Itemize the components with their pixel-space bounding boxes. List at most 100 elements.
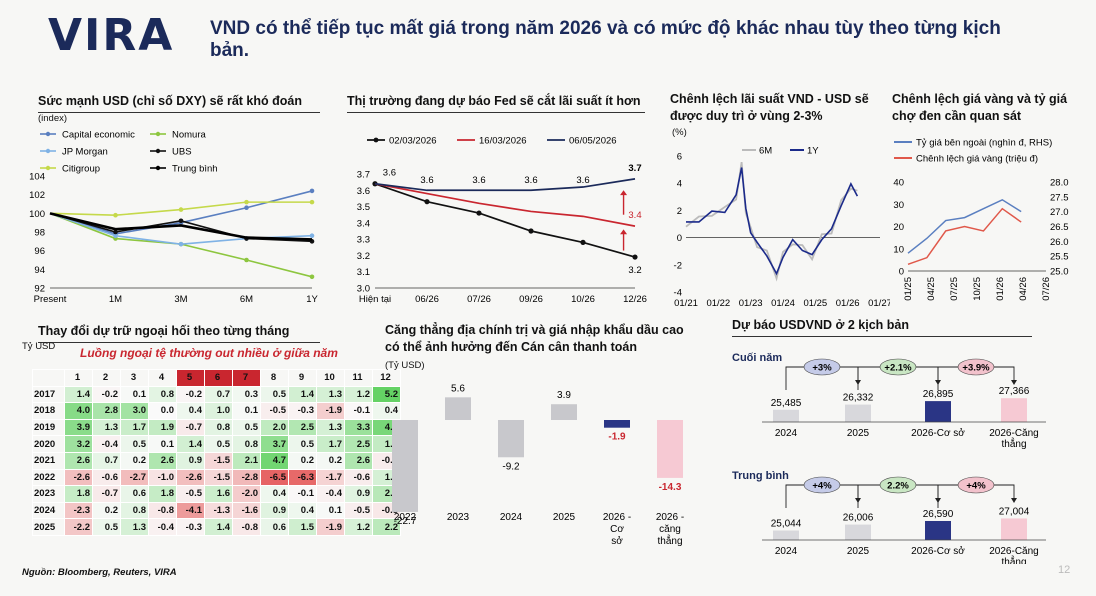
series-point-3 [528,228,534,234]
bar-0-0 [773,409,799,422]
value-cell: 1.8 [64,485,93,503]
badge-0-0 [803,358,841,376]
y-tick-2: 0 [677,233,682,244]
series-1y [686,167,859,276]
series-line-1 [374,182,636,227]
header-corner [32,369,65,387]
series-line-2 [374,178,636,192]
series-point-5 [632,254,638,260]
value-cell: 3.2 [64,435,93,453]
bar-label-5: -14.3 [659,482,682,493]
value-cell: 0.6 [260,518,289,536]
y-tick-4: 4 [677,179,682,190]
y-tick-4: 40 [893,178,904,189]
data-label-1: 3.6 [420,175,433,186]
table-row: 2021 2.6 0.7 0.2 2.6 0.9 -1.5 2.1 4.7 0.2 0.2 2.6 -0… [32,451,401,470]
month-header: 11 [344,369,373,387]
value-cell: -1.9 [316,402,345,420]
year-cell: 2018 [32,402,65,420]
badge-0-1 [879,358,917,376]
value-cell: 0.9 [344,485,373,503]
badge-label-0-2: +3.9% [962,363,990,374]
data-label-0: 3.6 [383,168,396,179]
value-cell: 0.4 [260,485,289,503]
value-cell: 1.7 [316,435,345,453]
value-cell: 0.2 [316,451,345,470]
value-cell: -1.5 [204,468,233,487]
value-cell: 0.1 [232,402,261,420]
x-tick-5-1: thẳng [657,534,682,547]
value-cell: -0.2 [92,385,121,404]
series-point-4-1 [113,212,118,218]
legend-marker-5 [155,165,161,171]
bar-label-3: 3.9 [557,390,571,401]
value-cell: -0.8 [148,501,177,520]
x-tick-0: 01/21 [674,298,698,309]
x-tick-4-1: sở [611,535,623,547]
value-cell: -1.5 [204,451,233,470]
value-cell: 3.7 [260,435,289,453]
table-row: 2017 1.4 -0.2 0.1 0.8 -0.2 0.7 0.3 0.5 1.4 1.3 1.2 5… [32,385,401,404]
x-tick-4-0: Cơ [610,524,624,535]
value-cell: 1.4 [204,518,233,536]
value-cell: 1.4 [288,385,317,404]
series-line-5 [49,212,313,241]
x-tick-5-0: căng [659,524,681,535]
year-cell: 2021 [32,451,65,470]
bar-1 [445,397,471,420]
value-cell: 2.6 [64,451,93,470]
value-cell: -0.7 [176,418,205,437]
x-tick-4: 01/25 [803,298,827,309]
value-cell: 1.4 [176,435,205,453]
value-cell: -1.0 [148,468,177,487]
value-cell: 0.5 [288,435,317,453]
value-cell: 1.6 [204,485,233,503]
bar-0 [392,420,418,512]
gold-chart: Tỷ giá bên ngoài (nghìn đ, RHS) Chênh lệc… [893,138,1069,301]
x-tick-1: 1M [109,294,122,305]
value-cell: -2.7 [120,468,149,487]
y2-tick-3: 26.5 [1050,222,1069,233]
fed-chart: 02/03/2026 16/03/2026 06/05/2026 3.0 3.1 3.2 3… [357,136,647,306]
data-label-6: 3.4 [628,210,641,221]
y-tick-2: 3.2 [357,251,370,262]
series-point-4-3 [244,199,249,205]
series-6m [685,161,858,282]
legend-label-0: Tỷ giá bên ngoài (nghìn đ, RHS) [916,138,1052,149]
x-tick-6: 07/26 [1041,277,1052,301]
value-cell: -0.1 [344,402,373,420]
x-tick-4: 1Y [306,294,318,305]
bar-label-1: 5.6 [451,383,465,394]
bar-value-0-0: 25,485 [771,398,802,409]
bar-label-4: -1.9 [608,432,626,443]
year-cell: 2020 [32,435,65,453]
x-tick-1: 01/22 [706,298,730,309]
y-tick-1: -2 [674,260,682,271]
vira-logo: VIRA [48,10,174,61]
value-cell: -1.7 [316,468,345,487]
bar-value-1-0: 25,044 [771,518,802,529]
value-cell: 2.5 [344,435,373,453]
bracket-arrow-0-2 [1011,380,1017,385]
badge-1-0 [803,476,841,494]
value-cell: -0.8 [232,518,261,536]
y2-tick-6: 28.0 [1050,178,1069,189]
value-cell: 0.5 [204,435,233,453]
x-label-1-3: 2026-Căng [989,546,1038,557]
spread-chart: 6M 1Y -4 -2 0 2 4 6 01/21 01/22 01/23 01/24 01/25 01/… [674,146,890,310]
y-tick-4: 100 [29,209,45,220]
value-cell: 0.2 [92,501,121,520]
legend-label-1: Chênh lệch giá vàng (triệu đ) [916,154,1038,165]
x-tick-4: 01/26 [995,277,1006,301]
table-row: 2023 1.8 -0.7 0.6 1.8 -0.5 1.6 -2.0 0.4 -0.1 -0.4 0… [32,485,401,503]
value-cell: 1.8 [148,485,177,503]
value-cell: 3.3 [344,418,373,437]
value-cell: -1.9 [316,518,345,536]
bar-1-0 [773,530,799,540]
value-cell: 0.1 [316,501,345,520]
value-cell: 2.8 [92,402,121,420]
value-cell: 0.4 [176,402,205,420]
arrow-head-1 [620,190,628,196]
logo-text: VIRA [48,10,175,61]
value-cell: -2.6 [64,468,93,487]
